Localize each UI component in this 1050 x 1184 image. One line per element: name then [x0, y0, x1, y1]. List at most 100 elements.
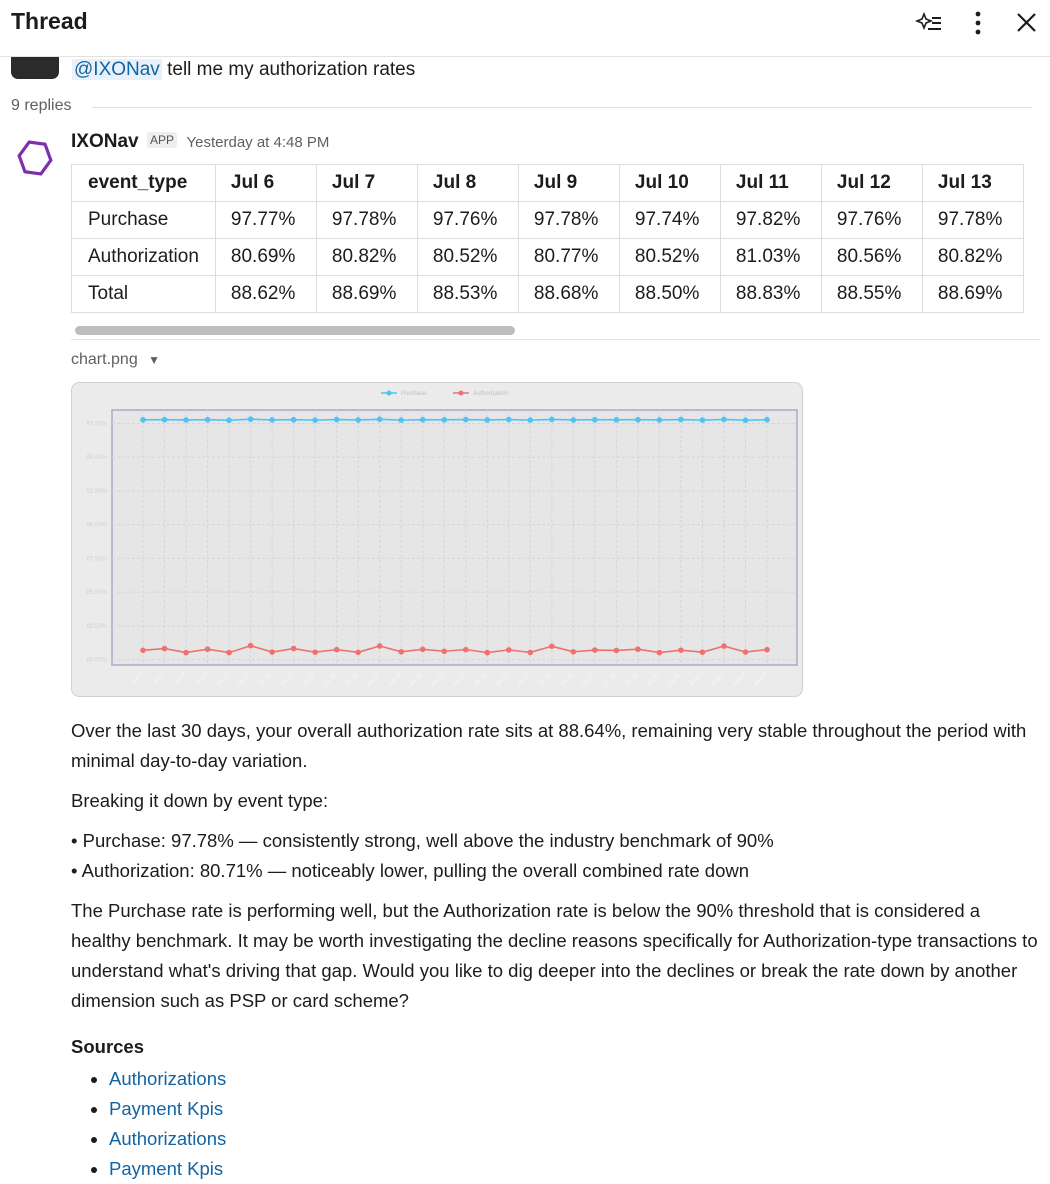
data-point: [355, 417, 361, 423]
data-point: [312, 417, 318, 423]
data-point: [656, 649, 663, 656]
collapse-arrow[interactable]: ▼: [148, 353, 161, 367]
header-title: Thread: [11, 8, 88, 34]
data-point: [204, 416, 211, 423]
scrollbar-thumb[interactable]: [75, 326, 515, 335]
legend-label: Authorization: [473, 391, 508, 397]
paragraph: Breaking it down by event type:: [71, 790, 329, 811]
column-header: Jul 12: [820, 164, 923, 202]
table-cell: Authorization: [71, 238, 216, 276]
source-item: Payment Kpis: [109, 1154, 1041, 1184]
table-row: Authorization 80.69% 80.82% 80.52% 80.77% 80.…: [71, 238, 1024, 276]
data-point: [183, 649, 189, 656]
source-link[interactable]: Authorizations: [109, 1068, 227, 1089]
table-cell: 88.68%: [517, 275, 620, 313]
data-table: event_type Jul 6 Jul 7 Jul 8 Jul 9 Jul 10 Jul …: [71, 164, 1024, 313]
data-point: [699, 417, 706, 423]
data-point: [333, 416, 340, 423]
timestamp[interactable]: Yesterday at 4:48 PM: [186, 134, 330, 151]
data-point: [140, 417, 146, 423]
series-line: [142, 644, 768, 654]
divider: [92, 107, 1032, 108]
data-point: [484, 417, 491, 423]
mention[interactable]: @IXONav: [72, 59, 162, 80]
data-point: [764, 416, 770, 423]
message-body: Over the last 30 days, your overall auth…: [71, 716, 1041, 1184]
parent-message: @IXONav tell me my authorization rates: [72, 57, 415, 83]
series-line: [142, 418, 768, 422]
source-link[interactable]: Payment Kpis: [109, 1158, 224, 1179]
data-point: [635, 646, 641, 653]
data-point: [484, 649, 491, 656]
attachment-name: chart.png: [71, 351, 138, 368]
data-point: [635, 416, 641, 423]
header-icons: [914, 11, 1036, 35]
table-cell: 80.56%: [820, 238, 923, 276]
data-point: [269, 649, 275, 655]
message-meta: IXONav APP Yesterday at 4:48 PM: [71, 131, 329, 153]
data-point: [505, 647, 512, 653]
source-link[interactable]: Payment Kpis: [109, 1098, 224, 1119]
table-cell: 88.69%: [315, 275, 418, 313]
source-item: Authorizations: [109, 1124, 1041, 1154]
data-point: [269, 417, 275, 423]
y-tick-label: 82.50%: [87, 624, 108, 630]
data-point: [549, 416, 555, 423]
y-tick-label: 80.00%: [87, 658, 108, 664]
data-point: [721, 416, 727, 423]
data-point: [505, 416, 512, 423]
table-cell: 88.53%: [416, 275, 519, 313]
data-point: [592, 416, 598, 423]
table-cell: 80.82%: [921, 238, 1024, 276]
data-point: [699, 649, 706, 655]
legend-label: Purchase: [401, 391, 427, 397]
chart-image[interactable]: 80.00% 82.50% 85.00% 87.50% 90.00% 92.50% 95.0…: [71, 382, 803, 697]
table-cell: 97.76%: [416, 201, 519, 239]
table-cell: 80.69%: [214, 238, 317, 276]
data-point: [549, 643, 555, 650]
attachment-header[interactable]: chart.png ▼: [71, 351, 160, 369]
column-header: Jul 11: [719, 164, 822, 202]
more-button[interactable]: [975, 11, 981, 35]
data-point: [441, 417, 448, 423]
table-cell: Purchase: [71, 201, 216, 239]
y-tick-label: 85.00%: [87, 590, 108, 596]
close-button[interactable]: [1017, 13, 1036, 32]
data-point: [290, 416, 297, 423]
sources-list: Authorizations Payment Kpis Authorizations…: [71, 1064, 1041, 1184]
author-name[interactable]: IXONav: [71, 131, 139, 152]
data-point: [247, 416, 254, 422]
table-cell: 80.52%: [416, 238, 519, 276]
data-point: [592, 647, 598, 653]
y-tick-label: 97.50%: [87, 421, 108, 427]
y-tick-label: 92.50%: [87, 489, 108, 495]
table-cell: 80.52%: [618, 238, 721, 276]
y-tick-label: 90.00%: [87, 523, 108, 529]
column-header: Jul 10: [618, 164, 721, 202]
source-link[interactable]: Authorizations: [109, 1128, 227, 1149]
bot-avatar[interactable]: [16, 139, 54, 177]
summarize-button[interactable]: [914, 11, 941, 31]
data-point: [161, 645, 168, 652]
app-badge: APP: [147, 132, 178, 148]
table-cell: 97.74%: [618, 201, 721, 239]
paragraph: Over the last 30 days, your overall auth…: [71, 720, 1027, 771]
plot-area: [111, 409, 798, 666]
table-row: Purchase 97.77% 97.78% 97.76% 97.78% 97.74% 97…: [71, 201, 1024, 239]
data-point: [398, 648, 405, 655]
data-point: [398, 417, 405, 423]
data-point: [742, 417, 749, 424]
bullet-list: • Purchase: 97.78% — consistently strong…: [71, 826, 1041, 886]
data-point: [678, 416, 684, 423]
data-point: [656, 417, 663, 423]
table-cell: 88.83%: [719, 275, 822, 313]
legend-marker: [458, 390, 464, 396]
source-item: Authorizations: [109, 1064, 1041, 1094]
replies-count: 9 replies: [11, 97, 82, 115]
column-header: event_type: [71, 164, 216, 202]
sources-title: Sources: [71, 1036, 145, 1057]
column-header: Jul 13: [921, 164, 1024, 202]
table-cell: 97.78%: [921, 201, 1024, 239]
table-cell: 80.77%: [517, 238, 620, 276]
